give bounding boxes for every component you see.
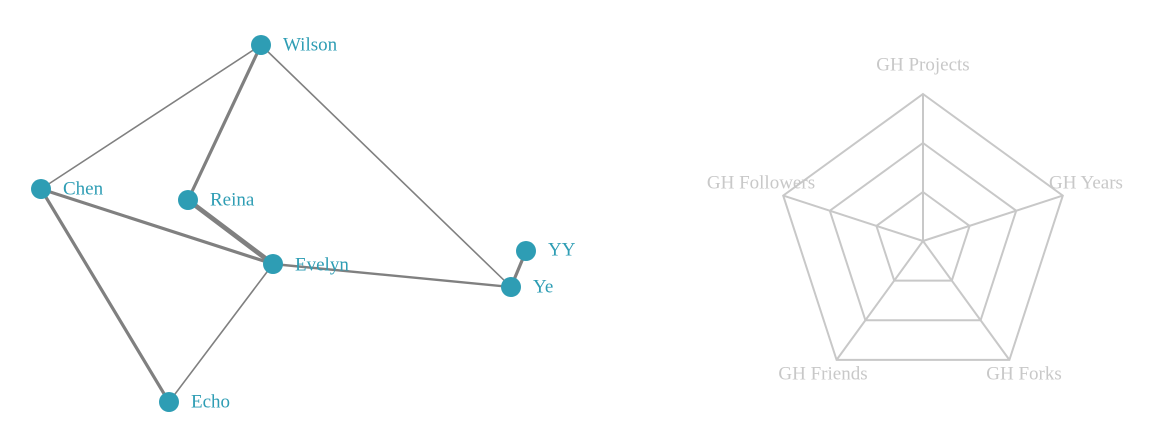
radar-axis-labels: GH Projects GH Years GH Forks GH Friends GH … xyxy=(707,54,1123,384)
radar-label-friends: GH Friends xyxy=(778,363,867,384)
edge-chen-evelyn xyxy=(39,187,275,266)
radar-axis-friends xyxy=(835,240,924,361)
edge-chen-echo xyxy=(39,187,171,404)
edge-wilson-ye xyxy=(260,44,512,288)
node-evelyn[interactable]: Evelyn xyxy=(263,254,349,275)
radar-axes xyxy=(782,94,1064,361)
radar-label-forks: GH Forks xyxy=(986,363,1061,384)
radar-grid xyxy=(782,92,1064,361)
node-label-reina: Reina xyxy=(210,189,255,210)
node-echo[interactable]: Echo xyxy=(159,391,230,412)
node-label-ye: Ye xyxy=(533,276,553,297)
edge-evelyn-ye xyxy=(271,262,513,289)
radar-grid-level-2 xyxy=(828,141,1018,322)
node-chen[interactable]: Chen xyxy=(31,178,104,199)
node-circle-wilson[interactable] xyxy=(251,35,271,55)
radar-axis-followers xyxy=(782,194,924,242)
node-label-wilson: Wilson xyxy=(283,34,338,55)
node-circle-chen[interactable] xyxy=(31,179,51,199)
radar-axis-forks xyxy=(922,240,1011,361)
node-label-chen: Chen xyxy=(63,178,104,199)
network-graph: Wilson Chen Reina Evelyn YY Ye Echo xyxy=(31,34,576,412)
node-label-yy: YY xyxy=(548,239,576,260)
radar-axis-years xyxy=(922,194,1064,242)
edge-wilson-chen xyxy=(40,44,262,190)
radar-label-projects: GH Projects xyxy=(876,54,969,75)
node-circle-ye[interactable] xyxy=(501,277,521,297)
node-label-echo: Echo xyxy=(191,391,230,412)
radar-chart: GH Projects GH Years GH Forks GH Friends GH … xyxy=(707,54,1123,384)
edge-wilson-reina xyxy=(186,43,263,202)
node-circle-echo[interactable] xyxy=(159,392,179,412)
node-yy[interactable]: YY xyxy=(516,239,576,261)
node-circle-yy[interactable] xyxy=(516,241,536,261)
node-wilson[interactable]: Wilson xyxy=(251,34,338,55)
node-circle-reina[interactable] xyxy=(178,190,198,210)
node-ye[interactable]: Ye xyxy=(501,276,553,297)
network-nodes: Wilson Chen Reina Evelyn YY Ye Echo xyxy=(31,34,576,412)
network-edges xyxy=(39,43,528,404)
radar-grid-level-1 xyxy=(875,190,971,282)
radar-grid-level-3 xyxy=(782,92,1064,361)
node-reina[interactable]: Reina xyxy=(178,189,255,210)
edge-evelyn-echo xyxy=(168,263,274,403)
radar-label-followers: GH Followers xyxy=(707,172,815,193)
radar-label-years: GH Years xyxy=(1049,172,1123,193)
node-label-evelyn: Evelyn xyxy=(295,254,349,275)
edge-reina-evelyn xyxy=(185,197,276,267)
node-circle-evelyn[interactable] xyxy=(263,254,283,274)
